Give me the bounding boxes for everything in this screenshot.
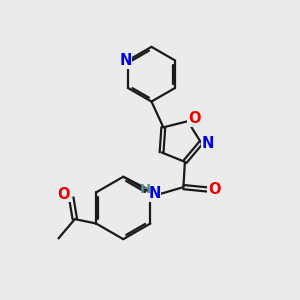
Text: O: O (208, 182, 220, 197)
Text: N: N (119, 53, 132, 68)
Text: O: O (188, 111, 200, 126)
Text: N: N (201, 136, 214, 151)
Text: N: N (148, 186, 161, 201)
Text: H: H (140, 183, 151, 196)
Text: O: O (58, 187, 70, 202)
